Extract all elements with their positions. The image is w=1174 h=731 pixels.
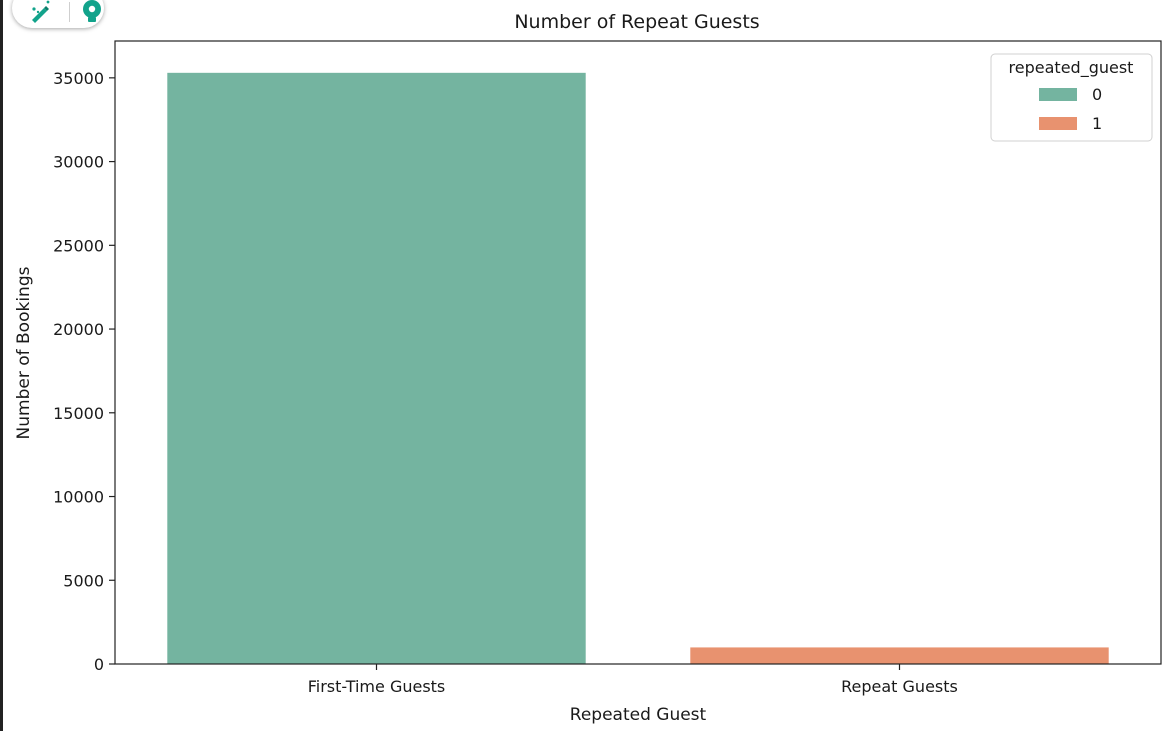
toolbar-divider — [69, 2, 70, 22]
legend-swatch — [1039, 88, 1077, 101]
y-tick-label: 35000 — [53, 69, 104, 88]
bar-1-series-1 — [690, 647, 1109, 664]
axes-frame — [114, 40, 1162, 665]
legend-swatch — [1039, 117, 1077, 130]
legend-title: repeated_guest — [1009, 58, 1134, 78]
y-tick-label: 10000 — [53, 488, 104, 507]
x-tick-label: Repeat Guests — [841, 677, 958, 696]
y-axis-label: Number of Bookings — [14, 266, 34, 439]
y-tick-label: 5000 — [63, 571, 104, 590]
cell-toolbar — [12, 0, 104, 28]
cell-left-border — [0, 0, 3, 731]
bar-0-series-0 — [167, 72, 586, 665]
legend: repeated_guest 0 1 — [990, 53, 1153, 142]
lightbulb-icon[interactable] — [78, 0, 106, 26]
edit-magic-icon[interactable] — [26, 0, 54, 26]
x-axis-label: Repeated Guest — [570, 705, 707, 725]
legend-label: 1 — [1092, 114, 1102, 133]
y-tick-label: 25000 — [53, 236, 104, 255]
chart-title: Number of Repeat Guests — [514, 11, 759, 33]
x-axis: First-Time Guests Repeat Guests — [308, 664, 958, 696]
y-axis: 0 5000 10000 15000 20000 25000 30000 35000 — [53, 69, 115, 674]
y-tick-label: 30000 — [53, 153, 104, 172]
y-tick-label: 20000 — [53, 320, 104, 339]
legend-label: 0 — [1092, 85, 1102, 104]
x-tick-label: First-Time Guests — [308, 677, 446, 696]
plot-area — [167, 72, 1109, 665]
y-tick-label: 15000 — [53, 404, 104, 423]
y-tick-label: 0 — [94, 655, 104, 674]
